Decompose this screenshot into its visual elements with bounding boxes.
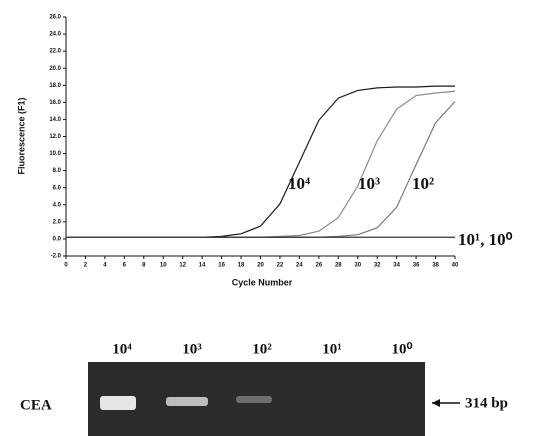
x-tick-label: 26 (316, 263, 323, 269)
x-tick-label: 4 (103, 263, 107, 269)
lane-label: 10⁰ (391, 341, 412, 357)
y-tick-label: 8.0 (53, 168, 62, 174)
curve-label: 10¹, 10⁰ (458, 230, 513, 249)
x-tick-label: 14 (199, 263, 206, 269)
y-tick-label: 2.0 (53, 219, 62, 225)
x-tick-label: 18 (238, 263, 245, 269)
x-tick-label: 20 (257, 263, 264, 269)
curve-label: 10² (412, 174, 434, 193)
x-tick-label: 36 (413, 263, 420, 269)
gel-band (236, 396, 272, 403)
lane-label: 10⁴ (112, 341, 132, 357)
x-tick-label: 28 (335, 263, 342, 269)
x-tick-label: 12 (179, 263, 186, 269)
y-tick-label: 20.0 (49, 66, 61, 72)
curve-label: 10⁴ (288, 174, 310, 193)
y-tick-label: 14.0 (49, 117, 61, 123)
x-tick-label: 34 (393, 263, 400, 269)
x-axis-label: Cycle Number (232, 277, 293, 287)
x-tick-label: 40 (452, 263, 459, 269)
y-tick-label: 4.0 (53, 202, 62, 208)
x-tick-label: 2 (84, 263, 88, 269)
y-tick-label: 18.0 (49, 83, 61, 89)
x-tick-label: 32 (374, 263, 381, 269)
curve (66, 102, 455, 238)
y-tick-label: 0.0 (53, 237, 62, 243)
lane-label: 10³ (182, 341, 202, 357)
y-tick-label: 12.0 (49, 134, 61, 140)
y-tick-label: 16.0 (49, 100, 61, 106)
gel-band (166, 397, 208, 406)
x-tick-label: 38 (432, 263, 439, 269)
gene-label: CEA (20, 397, 52, 413)
y-axis-label: Fluorescence (F1) (16, 97, 26, 174)
lane-label: 10¹ (322, 341, 342, 357)
y-tick-label: 6.0 (53, 185, 62, 191)
x-tick-label: 22 (277, 263, 284, 269)
x-tick-label: 24 (296, 263, 303, 269)
gel-band (100, 396, 136, 410)
curve (66, 91, 455, 237)
y-tick-label: 26.0 (49, 15, 61, 21)
y-tick-label: 22.0 (49, 49, 61, 55)
y-tick-label: -2.0 (51, 254, 62, 260)
x-tick-label: 30 (354, 263, 361, 269)
y-tick-label: 24.0 (49, 32, 61, 38)
x-tick-label: 8 (142, 263, 146, 269)
arrow-head (432, 399, 440, 407)
band-size: 314 bp (465, 395, 508, 411)
x-tick-label: 6 (123, 263, 127, 269)
y-tick-label: 10.0 (49, 151, 61, 157)
figure: Fluorescence (F1) Cycle Number CEA 314 b… (0, 0, 533, 436)
lane-label: 10² (252, 341, 272, 357)
x-tick-label: 16 (218, 263, 225, 269)
x-tick-label: 10 (160, 263, 167, 269)
x-tick-label: 0 (64, 263, 68, 269)
curve-label: 10³ (358, 174, 380, 193)
